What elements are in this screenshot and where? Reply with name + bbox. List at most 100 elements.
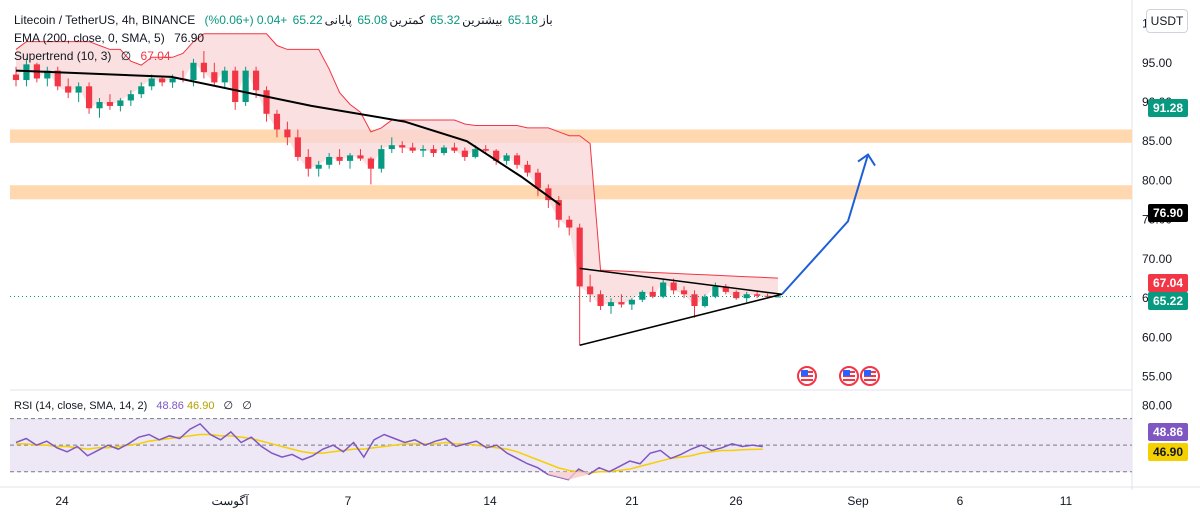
candle-body — [399, 145, 406, 148]
time-tick-label: 11 — [1060, 494, 1073, 508]
candle-body — [96, 102, 103, 109]
price-tick-label: 95.00 — [1142, 56, 1172, 70]
candle-body — [326, 156, 333, 165]
candle-body — [221, 70, 228, 83]
candle-body — [566, 219, 573, 228]
us-event-flag-icon[interactable] — [860, 366, 880, 386]
rsi-empty-b: ∅ — [242, 400, 252, 412]
price-tick-label: 80.00 — [1142, 173, 1172, 187]
candle-body — [618, 302, 625, 305]
symbol-legend: Litecoin / TetherUS, 4h, BINANCE باز65.1… — [14, 12, 555, 28]
candle-body — [85, 86, 93, 109]
candle-body — [127, 94, 134, 101]
candle-body — [242, 70, 249, 103]
candle-body — [54, 70, 61, 87]
candle-body — [493, 150, 500, 161]
candle-body — [138, 86, 145, 95]
candle-body — [367, 158, 374, 169]
candle-body — [44, 70, 51, 79]
triangle-upper-line — [579, 267, 783, 296]
low-label: کمترین — [389, 13, 425, 27]
ema-legend[interactable]: EMA (200, close, 0, SMA, 5) 76.90 — [14, 30, 204, 46]
open-value: 65.18 — [507, 13, 538, 27]
candle-body — [691, 294, 698, 307]
candle-body — [576, 227, 583, 287]
projection-arrow-head — [857, 153, 876, 167]
candle-body — [524, 164, 531, 173]
candle-body — [252, 70, 260, 91]
candle-body — [409, 147, 416, 151]
candle-body — [597, 294, 604, 307]
candle-body — [294, 137, 301, 157]
rsi-value: 48.86 — [156, 400, 184, 412]
candle-body — [764, 295, 771, 297]
supertrend-empty: ∅ — [120, 49, 132, 63]
candle-body — [607, 302, 615, 307]
candle-body — [357, 155, 364, 159]
candle-body — [440, 147, 448, 154]
symbol-name: Litecoin / TetherUS, 4h, BINANCE — [14, 13, 196, 27]
candle-body — [733, 291, 740, 299]
currency-button[interactable]: USDT — [1146, 9, 1188, 33]
candle-body — [106, 102, 114, 106]
candle-body — [12, 74, 20, 81]
close-value: 65.22 — [292, 13, 323, 27]
candle-body — [701, 296, 709, 307]
candle-body — [148, 78, 155, 87]
candle-body — [722, 286, 729, 292]
time-tick-label: 6 — [957, 494, 964, 508]
supertrend-fill — [16, 33, 778, 307]
candle-body — [263, 90, 270, 114]
candle-body — [430, 149, 437, 154]
supertrend-label: Supertrend (10, 3) — [14, 49, 112, 63]
candle-body — [315, 164, 322, 169]
time-tick-label: 14 — [483, 494, 497, 508]
price-badge-supertrend: 67.04 — [1148, 274, 1188, 292]
time-tick-label: 24 — [55, 494, 69, 508]
candle-body — [378, 149, 385, 169]
candle-body — [273, 113, 281, 130]
rsi-tick-label: 80.00 — [1142, 398, 1172, 412]
candle-body — [305, 156, 312, 169]
candle-body — [503, 155, 510, 161]
us-event-flag-icon[interactable] — [797, 366, 817, 386]
close-label: پایانی — [324, 13, 353, 27]
time-tick-label: 21 — [625, 494, 639, 508]
ema-label: EMA (200, close, 0, SMA, 5) — [14, 31, 165, 45]
open-label: باز — [539, 13, 553, 27]
rsi-oversold-fill — [547, 471, 589, 480]
time-tick-label: Sep — [847, 494, 869, 508]
candle-body — [754, 294, 761, 296]
candle-body — [159, 78, 166, 83]
time-tick-label: آگوست — [211, 493, 249, 508]
candle-body — [513, 155, 521, 165]
rsi-legend[interactable]: RSI (14, close, SMA, 14, 2) 48.86 46.90 … — [14, 398, 252, 414]
candle-body — [545, 188, 552, 201]
ema-value: 76.90 — [174, 31, 205, 45]
price-tick-label: 70.00 — [1142, 252, 1172, 266]
candle-body — [23, 64, 30, 81]
change-value: +0.04 (+0.06%) — [204, 13, 288, 27]
candle-body — [670, 282, 677, 291]
candle-body — [346, 155, 354, 161]
candle-body — [649, 291, 656, 297]
supertrend-legend[interactable]: Supertrend (10, 3) ∅ 67.04 — [14, 48, 171, 64]
supertrend-value: 67.04 — [140, 49, 171, 63]
candle-body — [388, 145, 395, 150]
high-value: 65.32 — [430, 13, 461, 27]
candle-body — [75, 86, 82, 93]
rsi-empty-a: ∅ — [223, 400, 234, 412]
us-event-flag-icon[interactable] — [839, 366, 859, 386]
candle-body — [232, 70, 239, 103]
triangle-lower-line — [579, 293, 783, 346]
time-tick-label: 26 — [729, 494, 743, 508]
candle-body — [200, 62, 207, 73]
candle-body — [461, 150, 468, 157]
time-tick-label: 7 — [345, 494, 352, 508]
rsi-ma-badge: 46.90 — [1148, 443, 1188, 461]
price-badge-91: 91.28 — [1148, 99, 1188, 117]
high-label: بیشترین — [462, 13, 503, 27]
candle-body — [169, 78, 176, 83]
candle-body — [117, 100, 124, 106]
